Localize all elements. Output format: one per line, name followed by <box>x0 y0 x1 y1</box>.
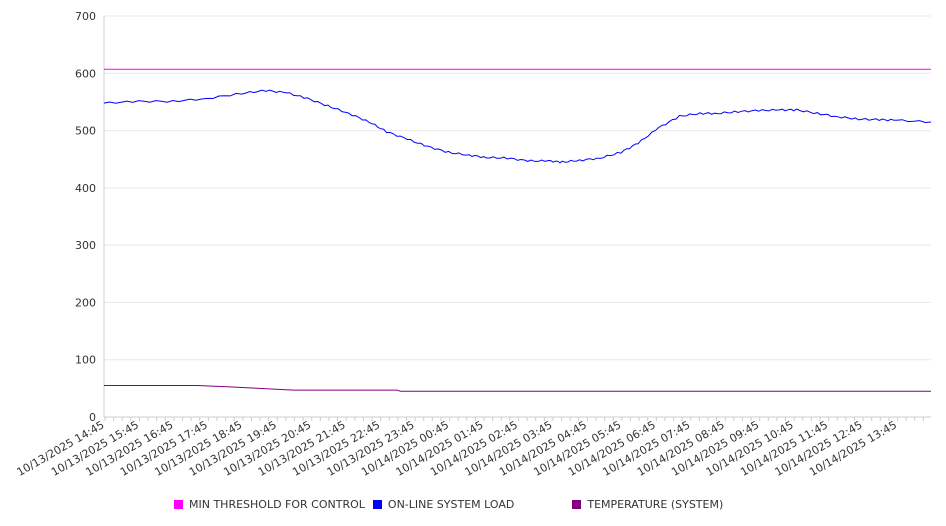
y-tick-label: 600 <box>75 67 96 80</box>
y-tick-label: 400 <box>75 182 96 195</box>
y-tick-label: 500 <box>75 125 96 138</box>
y-tick-label: 300 <box>75 239 96 252</box>
legend-swatch <box>572 500 582 509</box>
legend-swatch <box>174 500 183 509</box>
legend: MIN THRESHOLD FOR CONTROL ON-LINE SYSTEM… <box>174 498 731 511</box>
legend-item-temperature[interactable]: TEMPERATURE (SYSTEM) <box>572 498 723 511</box>
y-tick-label: 200 <box>75 296 96 309</box>
legend-item-load[interactable]: ON-LINE SYSTEM LOAD <box>372 498 514 511</box>
y-tick-label: 0 <box>89 411 96 424</box>
legend-item-threshold[interactable]: MIN THRESHOLD FOR CONTROL <box>174 498 365 511</box>
legend-swatch <box>372 500 382 509</box>
y-tick-label: 700 <box>75 10 96 23</box>
series-line-2 <box>104 384 931 392</box>
series-line-1 <box>103 89 932 164</box>
y-tick-label: 100 <box>75 354 96 367</box>
